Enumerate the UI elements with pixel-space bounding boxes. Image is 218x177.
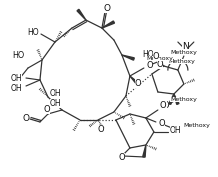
Text: O: O: [160, 101, 167, 110]
Text: O: O: [98, 125, 104, 135]
Text: O: O: [163, 101, 169, 110]
Text: HO: HO: [142, 50, 154, 59]
Text: HO: HO: [27, 28, 39, 36]
Text: Methoxy: Methoxy: [170, 50, 197, 55]
Polygon shape: [102, 21, 114, 28]
Polygon shape: [169, 94, 174, 104]
Polygon shape: [122, 55, 134, 60]
Text: O: O: [135, 79, 141, 87]
Text: O: O: [146, 61, 153, 70]
Text: O: O: [44, 105, 50, 115]
Text: O: O: [22, 115, 29, 124]
Text: OH: OH: [170, 127, 182, 135]
Polygon shape: [77, 9, 86, 20]
Text: O: O: [158, 119, 165, 129]
Text: Methoxy: Methoxy: [170, 98, 197, 102]
Text: N: N: [182, 42, 189, 50]
Text: O: O: [153, 52, 159, 61]
Text: OH: OH: [10, 84, 22, 93]
Text: OH: OH: [50, 90, 62, 98]
Text: O: O: [119, 153, 125, 162]
Text: O: O: [103, 4, 111, 13]
Polygon shape: [130, 76, 139, 85]
Text: O: O: [157, 59, 163, 68]
Text: Methoxy: Methoxy: [168, 59, 195, 64]
Polygon shape: [174, 94, 179, 104]
Text: Methoxy: Methoxy: [146, 56, 173, 61]
Text: HO: HO: [12, 50, 24, 59]
Text: Methoxy: Methoxy: [184, 124, 211, 129]
Polygon shape: [143, 145, 146, 157]
Text: OH: OH: [50, 99, 62, 109]
Text: OH: OH: [10, 73, 22, 82]
